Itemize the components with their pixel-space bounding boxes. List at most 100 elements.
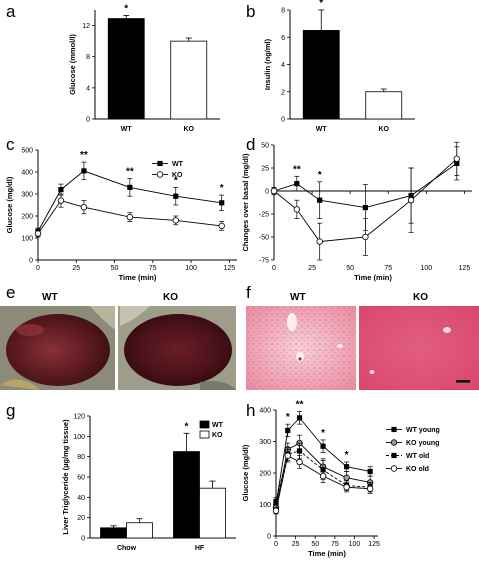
chart-c-x-label: Time (min) (119, 273, 157, 282)
photo-e-ko (118, 306, 236, 390)
chart-c-point (219, 200, 225, 206)
chart-h-legend-point (390, 439, 398, 446)
chart-g-bar (126, 522, 153, 539)
chart-b-y-label: Insulin (ng/ml) (263, 38, 272, 90)
chart-d-point (293, 206, 301, 213)
chart-h-y-tick-label: 0 (267, 534, 271, 541)
photo-f-ko (359, 306, 479, 390)
chart-c-significance: ** (126, 167, 134, 178)
chart-h-legend-label: KO young (406, 440, 439, 447)
chart-b-bar (302, 30, 340, 120)
chart-b-y-tick-label: 6 (281, 35, 285, 42)
chart-h-point (273, 498, 279, 504)
chart-h-legend-point (391, 426, 397, 433)
chart-h-point (284, 452, 291, 459)
chart-b: 0 2 4 6 8 Insulin (ng/ml) * WT KO (263, 0, 415, 133)
chart-h-point (319, 472, 327, 480)
chart-d-y-tick-label: 0 (265, 189, 269, 196)
chart-g-category-label: Chow (117, 545, 137, 552)
photo-f-label-ko: KO (413, 292, 428, 303)
chart-a-bar (107, 18, 145, 120)
chart-h-point (343, 474, 350, 481)
chart-h-y-tick-label: 300 (259, 439, 271, 446)
chart-b-y-tick-label: 8 (281, 8, 285, 15)
photo-f-wt (246, 306, 356, 390)
chart-c-series-line (37, 170, 222, 232)
chart-g-legend-label: WT (212, 422, 224, 429)
chart-c-point (58, 187, 64, 193)
chart-a: 0 4 8 12 Glucose (mmol/l) * WT KO (68, 3, 220, 133)
photo-e-wt (0, 306, 115, 390)
panel-label-a: a (6, 2, 16, 21)
chart-h-legend-label: KO old (406, 466, 429, 473)
chart-h-x-tick-label: 125 (368, 541, 380, 548)
panel-label-h: h (246, 401, 255, 420)
chart-d-y-tick-label: 50 (261, 143, 269, 150)
chart-d-y-tick-label: -75 (259, 258, 269, 265)
photo-e-label-ko: KO (163, 292, 178, 303)
chart-d-point (362, 233, 369, 241)
chart-c-legend-label: WT (172, 161, 184, 168)
chart-g-y-tick-label: 120 (73, 414, 85, 421)
panel-label-b: b (246, 2, 255, 21)
liver-wt (6, 314, 110, 386)
chart-c-x-tick-label: 0 (36, 265, 40, 272)
chart-h-y-label: Glucose (mg/dl) (241, 444, 250, 501)
panel-label-d: d (246, 135, 255, 154)
liver-ko (124, 314, 232, 386)
chart-h-significance: * (286, 412, 290, 423)
chart-c-series-line (37, 200, 222, 234)
chart-h-x-tick-label: 0 (274, 541, 278, 548)
chart-h-x-tick-label: 50 (311, 541, 319, 548)
chart-h-point (296, 448, 303, 454)
chart-h-point (366, 485, 374, 492)
chart-c-legend-point (157, 160, 163, 167)
chart-d-y-tick-label: -50 (259, 235, 269, 242)
panel-label-c: c (6, 135, 15, 154)
chart-d: -75 -50 -25 0 25 50 Changes over basal (mg/dl)… (241, 141, 472, 282)
chart-h-x-tick-label: 100 (349, 541, 361, 548)
chart-c-y-tick-label: 400 (21, 170, 33, 177)
chart-h-point (296, 415, 303, 421)
chart-c-legend-point (156, 171, 164, 178)
chart-h-point (272, 507, 280, 514)
chart-h-point (285, 427, 291, 434)
chart-d-series-line (273, 163, 458, 209)
chart-h-point (320, 443, 326, 449)
chart-d-point (453, 155, 460, 162)
chart-g-y-label: Liver Triglyceride (µg/mg tissue) (61, 419, 70, 535)
chart-d-point (407, 196, 415, 204)
chart-h-significance: ** (296, 400, 304, 411)
chart-g-bar (173, 451, 200, 539)
chart-h-series-line (275, 442, 371, 508)
chart-c-point (172, 217, 179, 224)
chart-g-significance: * (185, 421, 189, 432)
chart-c-y-label: Glucose (mg/dl) (5, 176, 14, 233)
panel-label-f: f (246, 283, 251, 302)
chart-d-point (270, 187, 278, 195)
chart-a-y-tick-label: 8 (86, 54, 90, 61)
chart-b-category-label: WT (316, 126, 328, 133)
chart-b-significance: * (319, 0, 323, 9)
chart-c-significance: * (174, 175, 178, 186)
panel-label-g: g (6, 401, 15, 420)
chart-c-x-tick-label: 75 (149, 265, 157, 272)
chart-b-y-tick-label: 0 (281, 117, 285, 124)
chart-g-y-tick-label: 80 (77, 454, 85, 461)
chart-h-y-tick-label: 200 (259, 471, 271, 478)
chart-h-x-tick-label: 75 (331, 541, 339, 548)
chart-h: 0 100 200 300 400 Glucose (mg/dl) 0 25 50 75 100 12… (241, 400, 440, 558)
chart-c-point (80, 203, 88, 211)
chart-g-y-tick-label: 0 (81, 536, 85, 543)
chart-h-legend-label: WT old (406, 453, 429, 460)
chart-c-point (126, 213, 134, 221)
chart-c-point (218, 222, 225, 230)
chart-c-point (173, 193, 179, 199)
chart-c-x-tick-label: 25 (72, 265, 80, 272)
chart-g-bar (100, 527, 127, 539)
chart-h-point (343, 483, 350, 491)
chart-a-significance: * (124, 3, 128, 14)
chart-h-x-label: Time (min) (308, 549, 346, 558)
